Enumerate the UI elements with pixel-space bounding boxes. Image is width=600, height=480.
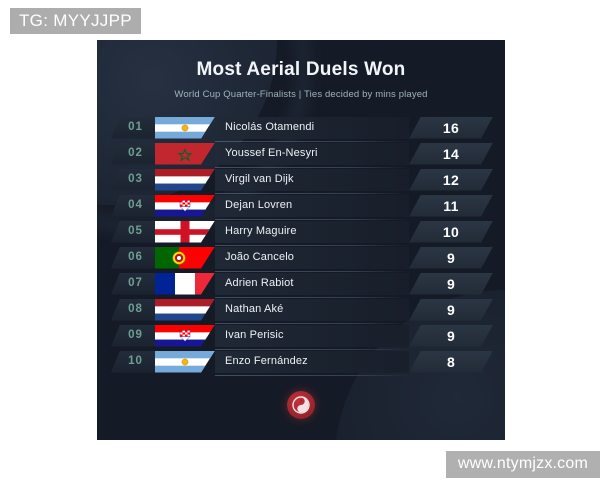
rank-badge: 01: [111, 116, 155, 139]
flag-ma-icon: [155, 143, 215, 165]
ranking-row: 09 Ivan Perisic 9: [111, 324, 493, 351]
player-name-cell: Virgil van Dijk: [215, 168, 409, 194]
site-watermark: www.ntymjzx.com: [445, 451, 600, 478]
value-badge: 8: [409, 351, 493, 373]
value-badge: 9: [409, 325, 493, 347]
player-name-cell: Harry Maguire: [215, 220, 409, 246]
ranking-row: 02 Youssef En-Nesyri 14: [111, 142, 493, 169]
flag-hr-icon: [155, 195, 215, 217]
ranking-row: 04 Dejan Lovren 11: [111, 194, 493, 221]
rank-label: 02: [128, 146, 143, 159]
value-label: 12: [442, 171, 460, 188]
rank-label: 04: [128, 198, 143, 211]
player-name-cell: João Cancelo: [215, 246, 409, 272]
value-badge: 10: [409, 221, 493, 243]
rank-label: 06: [128, 250, 143, 263]
value-label: 8: [446, 353, 456, 370]
player-name: Virgil van Dijk: [225, 173, 294, 185]
player-name-cell: Nathan Aké: [215, 298, 409, 324]
player-name: Dejan Lovren: [225, 199, 293, 211]
player-name: Nicolás Otamendi: [225, 121, 315, 133]
rank-label: 10: [128, 354, 143, 367]
player-name: Harry Maguire: [225, 225, 297, 237]
card-footer: [97, 390, 505, 424]
rank-label: 08: [128, 302, 143, 315]
flag-hr-icon: [155, 325, 215, 347]
card-header: Most Aerial Duels Won World Cup Quarter-…: [97, 40, 505, 100]
rank-badge: 06: [111, 246, 155, 269]
player-name-cell: Dejan Lovren: [215, 194, 409, 220]
player-name: Adrien Rabiot: [225, 277, 294, 289]
rank-label: 01: [128, 120, 143, 133]
rank-badge: 08: [111, 298, 155, 321]
ranking-row: 07 Adrien Rabiot 9: [111, 272, 493, 299]
value-label: 9: [446, 301, 456, 318]
rank-badge: 09: [111, 324, 155, 347]
rank-badge: 10: [111, 350, 155, 373]
value-badge: 14: [409, 143, 493, 165]
ranking-row: 03 Virgil van Dijk 12: [111, 168, 493, 195]
ranking-row: 05 Harry Maguire 10: [111, 220, 493, 247]
player-name-cell: Ivan Perisic: [215, 324, 409, 350]
value-badge: 9: [409, 273, 493, 295]
ranking-row: 08 Nathan Aké 9: [111, 298, 493, 325]
tg-watermark: TG: MYYJJPP: [10, 8, 141, 34]
value-label: 16: [442, 119, 460, 136]
rank-label: 03: [128, 172, 143, 185]
player-name-cell: Adrien Rabiot: [215, 272, 409, 298]
player-name: Nathan Aké: [225, 303, 284, 315]
value-badge: 16: [409, 117, 493, 139]
player-name: João Cancelo: [225, 251, 295, 263]
value-badge: 9: [409, 299, 493, 321]
flag-en-icon: [155, 221, 215, 243]
ranking-list: 01 Nicolás Otamendi 16 02 Youssef En-Nesyr…: [97, 116, 505, 377]
flag-fr-icon: [155, 273, 215, 295]
value-badge: 9: [409, 247, 493, 269]
value-label: 9: [446, 249, 456, 266]
rank-label: 07: [128, 276, 143, 289]
rank-badge: 05: [111, 220, 155, 243]
rank-badge: 04: [111, 194, 155, 217]
ranking-row: 01 Nicolás Otamendi 16: [111, 116, 493, 143]
value-label: 11: [443, 197, 459, 214]
brand-logo-icon: [287, 390, 315, 419]
player-name-cell: Enzo Fernández: [215, 350, 409, 376]
chart-title: Most Aerial Duels Won: [196, 59, 406, 80]
value-badge: 12: [409, 169, 493, 191]
flag-nl-icon: [155, 169, 215, 191]
value-label: 14: [442, 145, 460, 162]
flag-nl-icon: [155, 299, 215, 321]
player-name: Enzo Fernández: [225, 355, 308, 367]
chart-subtitle: World Cup Quarter-Finalists | Ties decid…: [174, 89, 428, 100]
value-label: 9: [446, 327, 456, 344]
rank-badge: 02: [111, 142, 155, 165]
flag-pt-icon: [155, 247, 215, 269]
rank-label: 09: [128, 328, 143, 341]
rank-badge: 07: [111, 272, 155, 295]
ranking-row: 06 João Cancelo 9: [111, 246, 493, 273]
value-label: 9: [446, 275, 456, 292]
player-name: Youssef En-Nesyri: [225, 147, 318, 159]
value-badge: 11: [409, 195, 493, 217]
rank-badge: 03: [111, 168, 155, 191]
player-name: Ivan Perisic: [225, 329, 284, 341]
infographic-card: Most Aerial Duels Won World Cup Quarter-…: [97, 40, 505, 440]
flag-ar-icon: [155, 117, 215, 139]
flag-ar-icon: [155, 351, 215, 373]
rank-label: 05: [128, 224, 143, 237]
value-label: 10: [442, 223, 460, 240]
ranking-row: 10 Enzo Fernández 8: [111, 350, 493, 377]
player-name-cell: Youssef En-Nesyri: [215, 142, 409, 168]
player-name-cell: Nicolás Otamendi: [215, 116, 409, 142]
